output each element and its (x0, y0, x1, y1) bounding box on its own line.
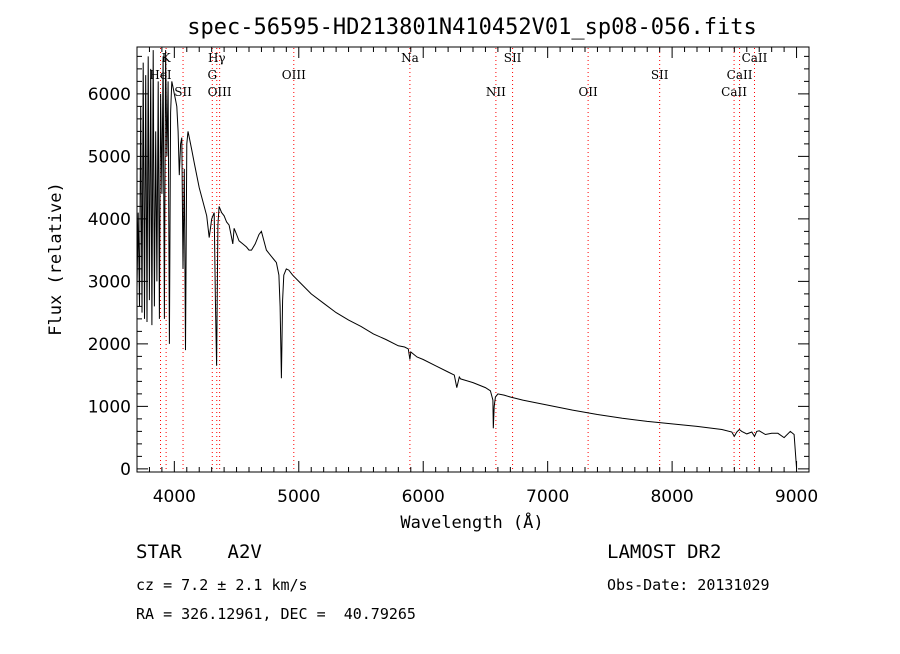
y-tick-label: 4000 (88, 210, 131, 230)
spectral-line-label: SII (174, 85, 192, 99)
y-tick-label: 0 (120, 460, 131, 480)
plot-frame (136, 46, 810, 473)
y-tick-label: 2000 (88, 335, 131, 355)
spectral-line-label: Na (401, 51, 419, 65)
survey-name: LAMOST DR2 (607, 541, 722, 563)
spectral-line-label: G (207, 68, 217, 82)
spectral-line-markers (160, 48, 755, 471)
spectral-line-label: K (162, 51, 172, 65)
x-tick-label: 6000 (402, 487, 445, 507)
spectral-line-label: OII (578, 85, 598, 99)
observation-date: Obs-Date: 20131029 (607, 576, 770, 594)
spectral-line-label: SII (651, 68, 669, 82)
x-axis-label: Wavelength (Å) (400, 511, 543, 533)
x-tick-label: 5000 (277, 487, 320, 507)
spectral-line-label: NII (486, 85, 506, 99)
object-class: STAR A2V (136, 541, 262, 563)
x-tick-label: 4000 (153, 487, 196, 507)
spectral-line-label: Hγ (208, 51, 226, 65)
x-tick-label: 9000 (775, 487, 818, 507)
spectral-line-label: OIII (208, 85, 232, 99)
y-axis-label: Flux (relative) (46, 182, 66, 336)
y-tick-label: 5000 (88, 147, 131, 167)
x-axis: 4000 5000 6000 7000 8000 9000 (136, 47, 818, 507)
x-tick-label: 8000 (650, 487, 693, 507)
spectral-line-label: CaII (727, 68, 753, 82)
spectral-line-label: CaII (721, 85, 747, 99)
y-tick-label: 1000 (88, 397, 131, 417)
y-axis: 0 1000 2000 3000 4000 5000 6000 (88, 55, 809, 480)
spectral-line-label: OIII (282, 68, 306, 82)
spectral-line-label: CaII (742, 51, 768, 65)
ra-dec-coordinates: RA = 326.12961, DEC = 40.79265 (136, 605, 416, 623)
x-tick-label: 7000 (526, 487, 569, 507)
y-tick-label: 6000 (88, 85, 131, 105)
chart-title: spec-56595-HD213801N410452V01_sp08-056.f… (187, 15, 757, 40)
spectrum-line (136, 50, 798, 469)
spectral-line-label: SII (504, 51, 522, 65)
y-tick-label: 3000 (88, 272, 131, 292)
redshift-value: cz = 7.2 ± 2.1 km/s (136, 576, 308, 594)
